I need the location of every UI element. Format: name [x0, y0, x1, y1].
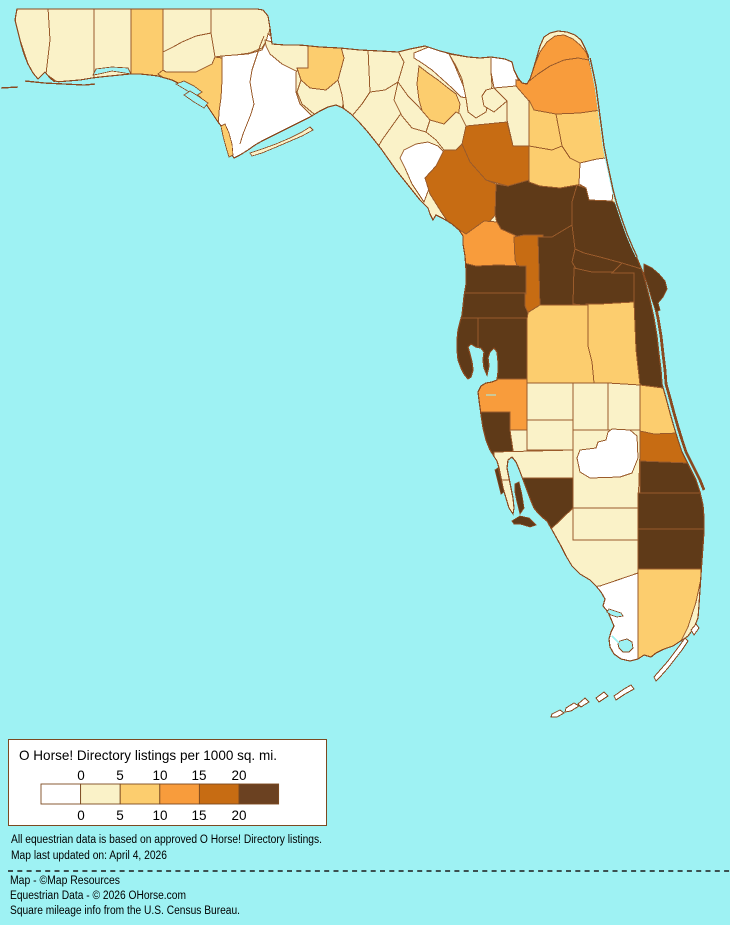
svg-text:Map last updated on: April 4,: Map last updated on: April 4, 2026: [11, 850, 167, 862]
svg-text:5: 5: [116, 768, 124, 783]
svg-text:15: 15: [191, 808, 206, 823]
svg-text:Map - ©Map Resources: Map - ©Map Resources: [10, 875, 120, 887]
svg-text:15: 15: [191, 768, 206, 783]
svg-text:20: 20: [231, 808, 246, 823]
svg-text:O Horse! Directory listings pe: O Horse! Directory listings per 1000 sq.…: [19, 748, 277, 763]
svg-text:10: 10: [152, 768, 167, 783]
svg-text:Equestrian Data - © 2026 OHors: Equestrian Data - © 2026 OHorse.com: [10, 890, 186, 902]
svg-text:All equestrian data is based o: All equestrian data is based on approved…: [11, 834, 322, 846]
svg-text:0: 0: [77, 768, 85, 783]
svg-text:5: 5: [116, 808, 124, 823]
svg-text:0: 0: [77, 808, 85, 823]
svg-text:10: 10: [152, 808, 167, 823]
svg-text:Square mileage info from the U: Square mileage info from the U.S. Census…: [10, 905, 240, 917]
svg-text:20: 20: [231, 768, 246, 783]
